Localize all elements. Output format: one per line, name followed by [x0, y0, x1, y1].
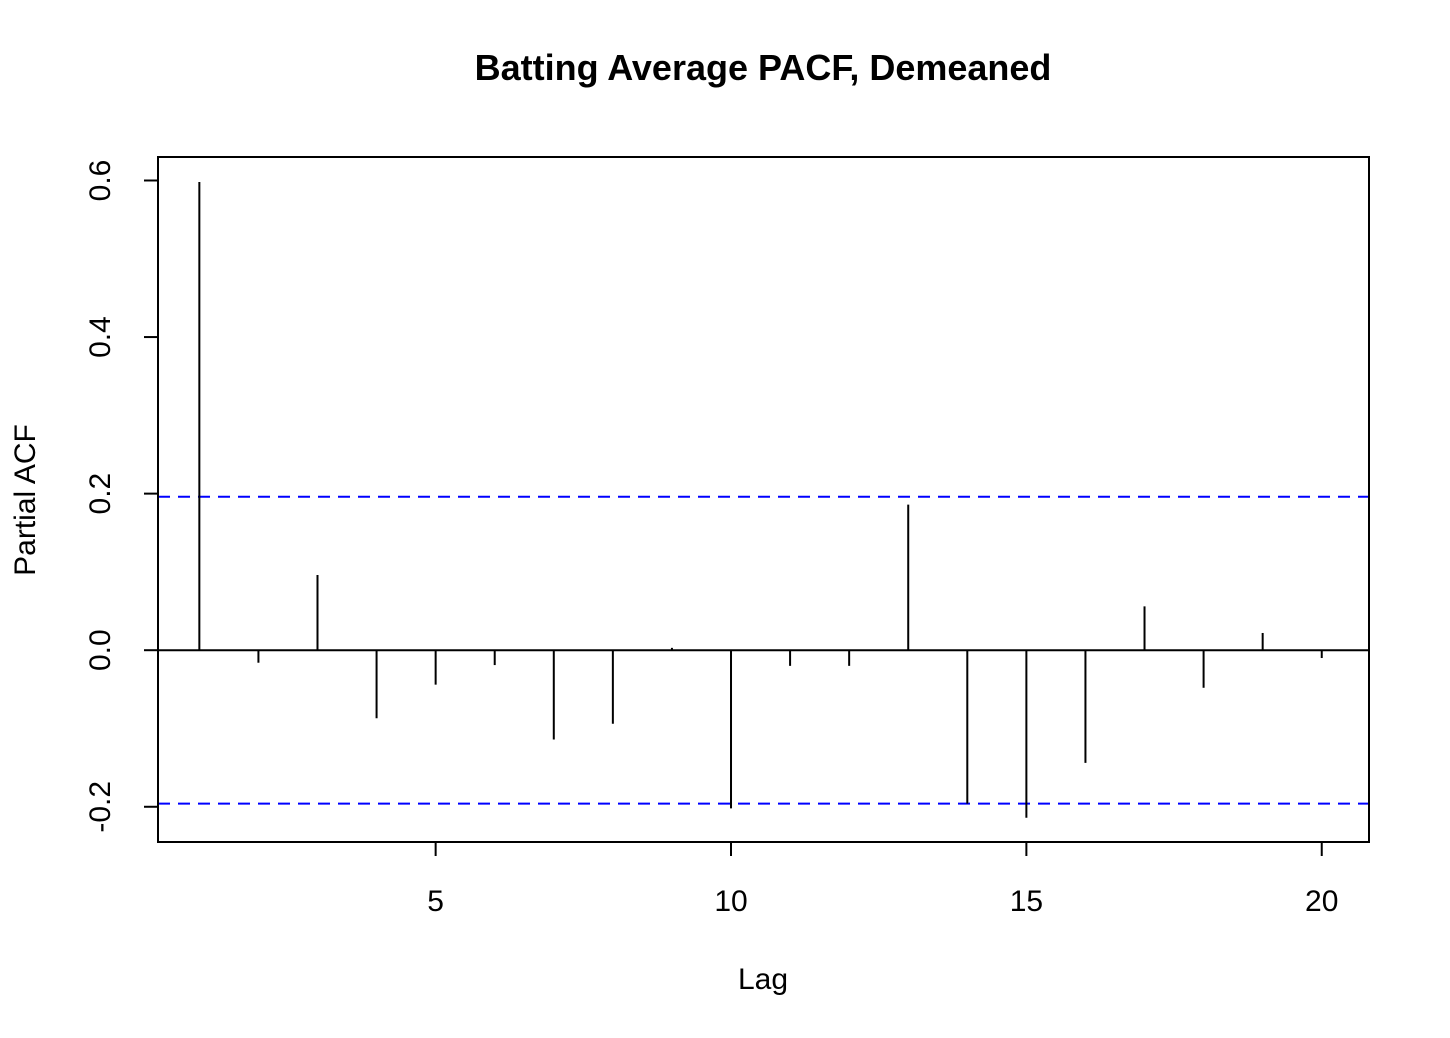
x-axis: 5 10 15 20	[427, 842, 1338, 918]
x-tick-label: 15	[1010, 885, 1043, 918]
x-tick-label: 20	[1305, 885, 1338, 918]
y-tick-label: 0.4	[84, 316, 117, 358]
y-tick-label: -0.2	[84, 781, 117, 833]
y-tick-label: 0.0	[84, 629, 117, 671]
y-tick-label: 0.6	[84, 160, 117, 202]
plot-area	[158, 182, 1369, 818]
x-axis-label: Lag	[738, 963, 788, 996]
x-tick-label: 10	[714, 885, 747, 918]
y-axis: -0.2 0.0 0.2 0.4 0.6	[84, 160, 159, 833]
y-axis-label: Partial ACF	[9, 424, 42, 576]
y-tick-label: 0.2	[84, 473, 117, 515]
x-tick-label: 5	[427, 885, 444, 918]
chart-title: Batting Average PACF, Demeaned	[475, 47, 1052, 88]
